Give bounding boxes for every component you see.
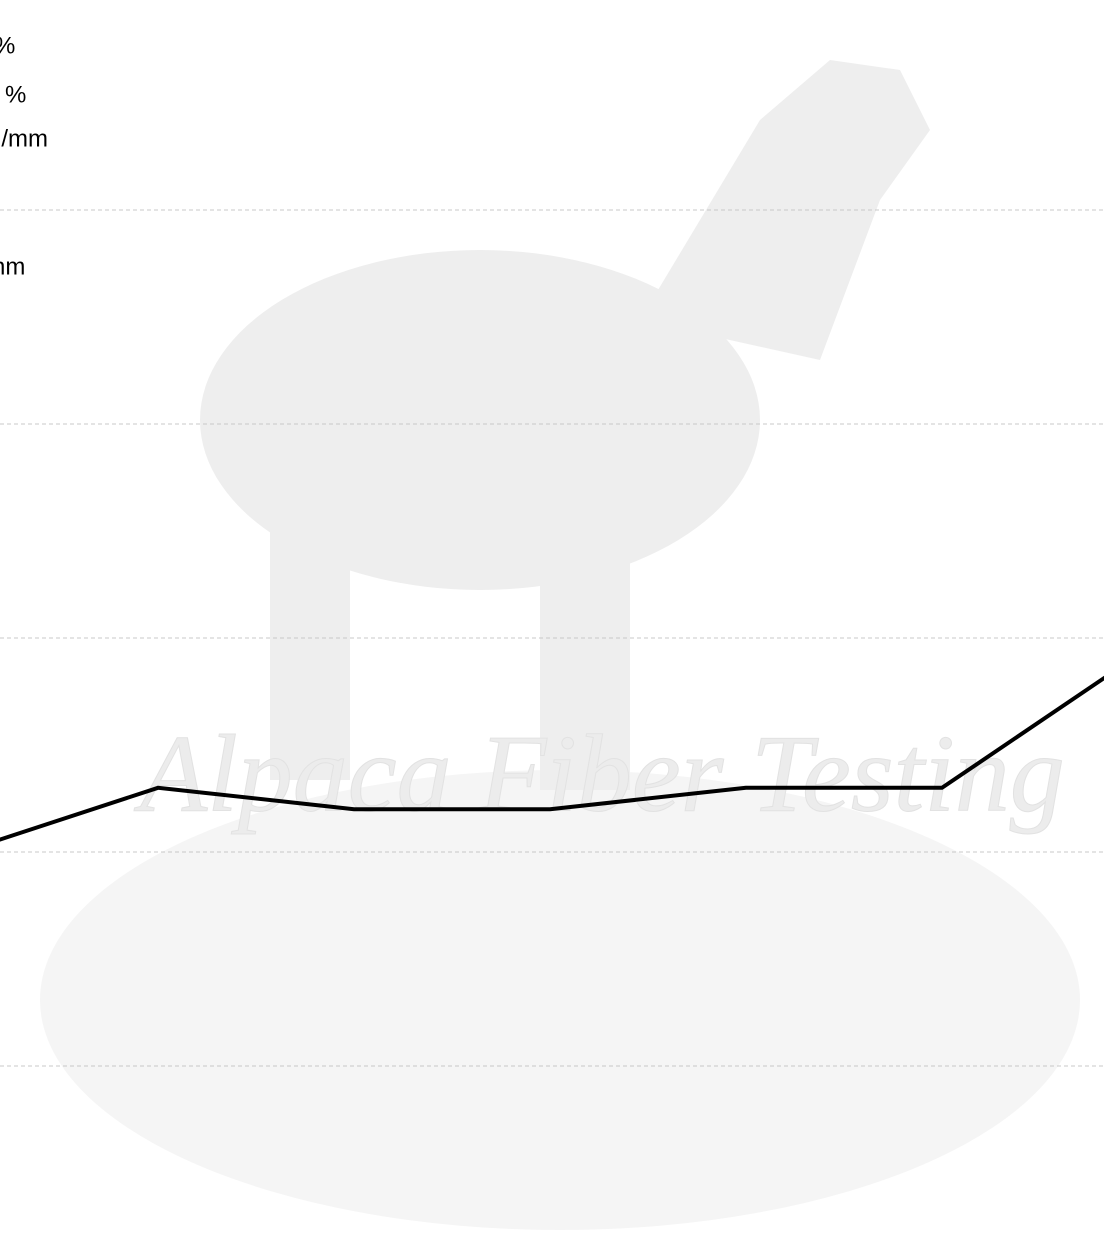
annotation: % bbox=[5, 81, 26, 108]
annotation: nm bbox=[0, 253, 25, 280]
annotation: % bbox=[0, 32, 15, 59]
data-line bbox=[0, 675, 1104, 842]
watermark-image bbox=[40, 60, 1080, 1230]
watermark-text: Alpaca Fiber Testing bbox=[133, 712, 1065, 834]
annotation: g/mm bbox=[0, 125, 48, 152]
